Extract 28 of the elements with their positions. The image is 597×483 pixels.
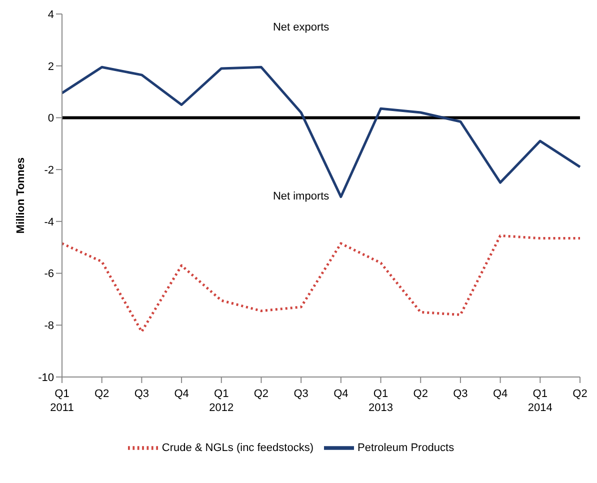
x-tick-label: Q1 2012 [209,388,234,414]
legend-label: Crude & NGLs (inc feedstocks) [162,442,314,454]
y-tick-label: -4 [44,216,54,228]
y-tick-label: 2 [48,60,54,73]
legend-label: Petroleum Products [358,442,454,454]
y-tick-label: 0 [48,112,54,125]
y-tick-label: -10 [38,372,54,384]
annotation: Net exports [272,22,330,34]
x-tick-label: Q3 [294,388,308,400]
y-tick-label: 4 [48,8,54,21]
x-tick-label: Q4 [492,388,508,400]
x-tick-label: Q4 [174,388,189,400]
x-tick-label: Q4 [334,388,348,400]
y-tick-label: -6 [44,268,54,280]
line-series [60,234,582,333]
x-tick-label: Q1 2013 [368,388,394,414]
y-axis-title: Million Tonnes [14,157,27,234]
x-tick-label: Q2 [94,388,110,400]
y-tick-label: -2 [44,164,54,176]
annotation: Net imports [272,190,330,202]
x-tick-label: Q1 2011 [50,388,74,414]
x-tick-label: Q1 2014 [528,388,552,414]
x-tick-label: Q2 [572,388,588,400]
x-tick-label: Q3 [453,388,468,400]
y-tick-label: -8 [44,320,54,332]
x-tick-label: Q2 [413,388,428,400]
x-tick-label: Q2 [254,388,269,400]
x-tick-label: Q3 [134,388,150,400]
